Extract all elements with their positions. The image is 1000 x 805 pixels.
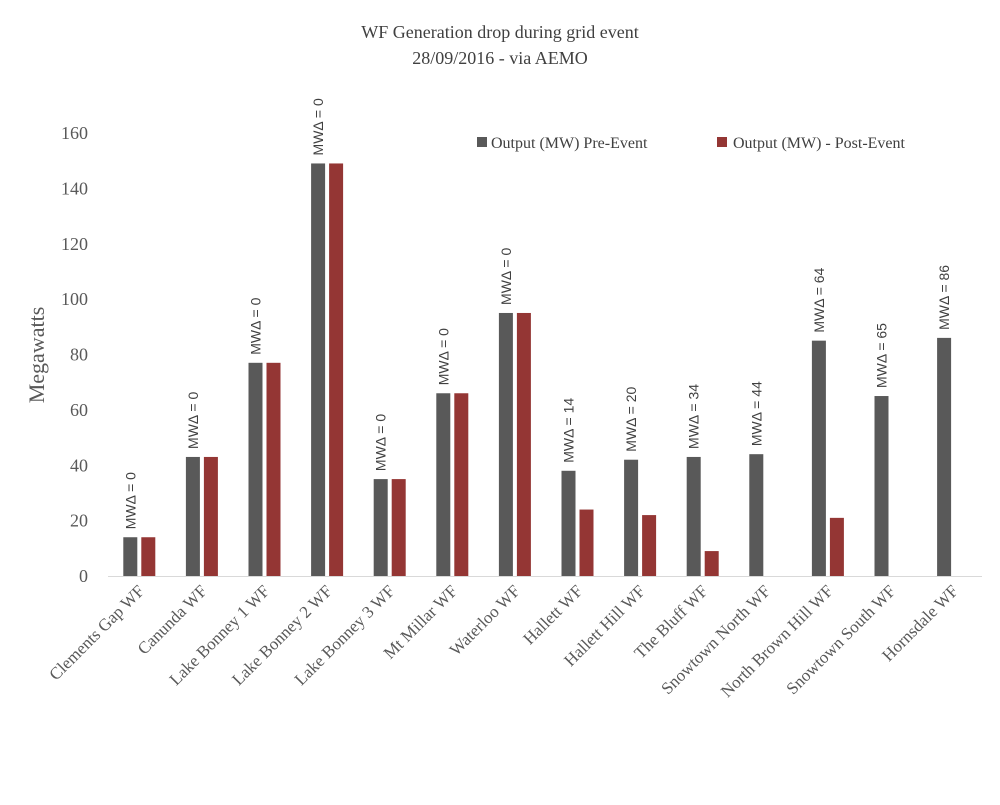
y-tick-label: 60 (70, 400, 88, 420)
bar-pre-event (436, 393, 451, 576)
bar-post-event (266, 362, 281, 576)
data-label: MWΔ = 14 (561, 398, 577, 463)
chart-subtitle: 28/09/2016 - via AEMO (412, 48, 588, 68)
legend-label-pre-event: Output (MW) Pre-Event (491, 135, 648, 152)
data-label: MWΔ = 0 (435, 328, 451, 385)
data-label: MWΔ = 0 (310, 98, 326, 155)
bar-pre-event (498, 312, 513, 576)
bar-pre-event (373, 479, 388, 576)
bar-post-event (391, 479, 406, 576)
bar-post-event (454, 393, 469, 576)
bar-pre-event (624, 459, 639, 576)
data-label: MWΔ = 20 (623, 387, 639, 452)
data-label: MWΔ = 65 (874, 323, 890, 388)
data-label: MWΔ = 86 (936, 265, 952, 330)
y-axis-label: Megawatts (24, 307, 49, 404)
chart-title: WF Generation drop during grid event (361, 22, 638, 42)
y-tick-label: 120 (61, 234, 88, 254)
bar-pre-event (248, 362, 263, 576)
y-tick-label: 80 (70, 345, 88, 365)
x-category-label: Clements Gap WF (45, 581, 148, 684)
y-tick-label: 40 (70, 455, 88, 475)
x-category-label: North Brown Hill WF (717, 581, 837, 701)
bar-pre-event (811, 340, 826, 576)
y-tick-label: 0 (79, 566, 88, 586)
data-label: MWΔ = 0 (373, 414, 389, 471)
bar-pre-event (937, 337, 952, 576)
data-label: MWΔ = 0 (248, 297, 264, 354)
y-tick-label: 140 (61, 178, 88, 198)
data-label: MWΔ = 64 (811, 267, 827, 332)
legend: Output (MW) Pre-Event Output (MW) - Post… (477, 135, 906, 152)
bar-post-event (579, 509, 594, 576)
bar-post-event (829, 517, 844, 576)
data-label: MWΔ = 44 (748, 381, 764, 446)
bar-pre-event (749, 454, 764, 576)
bar-pre-event (561, 470, 576, 576)
legend-swatch-post-event (717, 137, 727, 147)
legend-swatch-pre-event (477, 137, 487, 147)
x-category-label: Snowtown South WF (783, 581, 900, 698)
bar-pre-event (311, 163, 326, 577)
x-category-label: Hallett WF (519, 581, 586, 648)
bar-pre-event (123, 537, 138, 576)
legend-label-post-event: Output (MW) - Post-Event (733, 135, 906, 152)
bar-post-event (141, 537, 156, 576)
data-label: MWΔ = 34 (686, 384, 702, 449)
data-label: MWΔ = 0 (122, 472, 138, 529)
bar-post-event (203, 456, 218, 576)
bar-post-event (329, 163, 344, 577)
bar-post-event (516, 312, 531, 576)
x-category-label: Snowtown North WF (657, 581, 774, 698)
bar-post-event (704, 551, 719, 576)
y-tick-label: 20 (70, 511, 88, 531)
y-tick-label: 160 (61, 123, 88, 143)
bar-pre-event (185, 456, 200, 576)
bar-post-event (642, 515, 657, 576)
data-label: MWΔ = 0 (498, 248, 514, 305)
bar-pre-event (686, 456, 701, 576)
bar-pre-event (874, 396, 889, 576)
data-label: MWΔ = 0 (185, 392, 201, 449)
y-tick-label: 100 (61, 289, 88, 309)
